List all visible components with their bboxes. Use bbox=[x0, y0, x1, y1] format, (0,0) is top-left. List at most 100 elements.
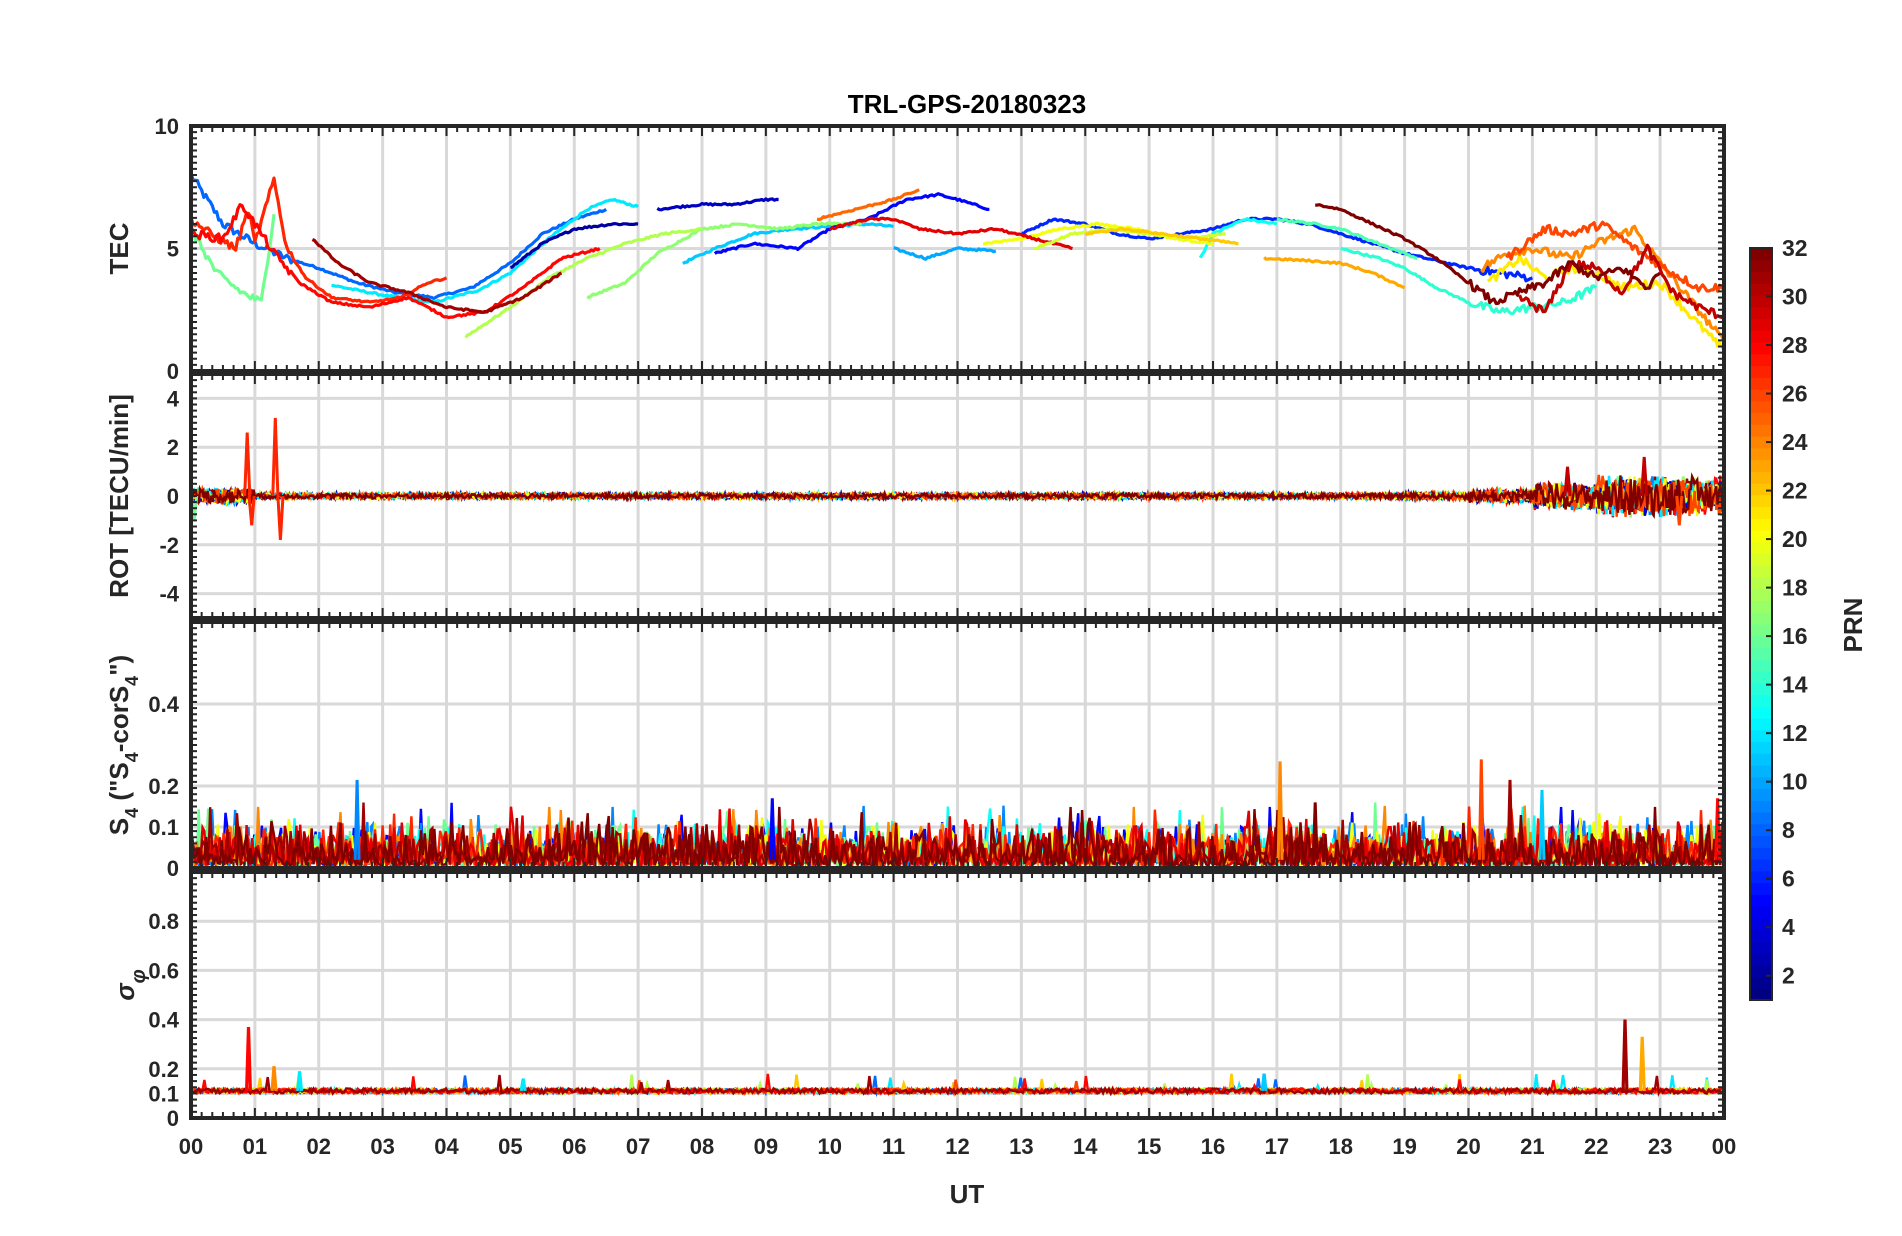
y-tick-label: 0.4 bbox=[148, 1008, 179, 1033]
y-tick-label: 0 bbox=[167, 359, 179, 384]
y-axis-label-part: ") bbox=[104, 655, 134, 676]
y-tick-label: 4 bbox=[167, 386, 180, 411]
colorbar-segment bbox=[1750, 530, 1772, 543]
colorbar-segment bbox=[1750, 823, 1772, 837]
colorbar-segment bbox=[1750, 365, 1772, 378]
s4-spike bbox=[1506, 779, 1514, 860]
panel-ticks bbox=[190, 125, 1725, 372]
colorbar-segment bbox=[1750, 553, 1772, 566]
colorbar-segment bbox=[1750, 565, 1772, 578]
colorbar-segment bbox=[1750, 330, 1772, 343]
s4-spike bbox=[768, 798, 776, 860]
colorbar-segment bbox=[1750, 600, 1772, 613]
colorbar-segment bbox=[1750, 917, 1772, 931]
x-tick-label: 20 bbox=[1456, 1134, 1480, 1159]
tec-series-prn-31 bbox=[311, 238, 563, 314]
x-tick-label: 00 bbox=[179, 1134, 203, 1159]
y-axis-label: σφ bbox=[110, 969, 150, 1000]
y-axis-label: ROT [TECU/min] bbox=[104, 394, 134, 598]
x-tick-label: 16 bbox=[1201, 1134, 1225, 1159]
y-axis-label-part: S bbox=[104, 818, 134, 835]
colorbar-tick-label: 32 bbox=[1782, 235, 1808, 261]
panel-rot: -4 -2 0 2 4 ROT [TECU/min] bbox=[104, 372, 1726, 620]
colorbar-segment bbox=[1750, 812, 1772, 825]
panel-grid bbox=[191, 872, 1724, 1118]
colorbar-segment bbox=[1750, 706, 1772, 719]
tec-series-prn-18 bbox=[464, 227, 703, 339]
colorbar-segment bbox=[1750, 929, 1772, 942]
s4-spike bbox=[1276, 761, 1284, 860]
y-axis-label-part: φ bbox=[128, 969, 150, 983]
colorbar-segment bbox=[1750, 941, 1772, 954]
colorbar-tick-label: 4 bbox=[1782, 914, 1795, 940]
tec-series-prn-29 bbox=[828, 216, 1073, 251]
x-tick-label: 08 bbox=[690, 1134, 714, 1159]
x-tick-label: 07 bbox=[626, 1134, 650, 1159]
colorbar-segment bbox=[1750, 541, 1772, 555]
colorbar-tick-label: 2 bbox=[1782, 963, 1795, 989]
colorbar-segment bbox=[1750, 953, 1772, 966]
y-axis-label: S4 ("S4-corS4") bbox=[104, 655, 142, 835]
colorbar-segment bbox=[1750, 753, 1772, 766]
tec-series-prn-13 bbox=[1198, 217, 1278, 259]
colorbar-segment bbox=[1750, 259, 1772, 273]
sigma-spike bbox=[245, 1026, 252, 1091]
tec-series-prn-25 bbox=[816, 188, 920, 222]
tec-series-prn-16 bbox=[191, 214, 276, 302]
colorbar-segment bbox=[1750, 295, 1772, 308]
y-tick-label: 0.2 bbox=[148, 1057, 179, 1082]
rot-spike bbox=[1640, 456, 1649, 497]
y-tick-label: 0 bbox=[167, 1106, 179, 1131]
colorbar-tick-label: 28 bbox=[1782, 332, 1808, 358]
colorbar-segment bbox=[1750, 694, 1772, 707]
colorbar-segment bbox=[1750, 659, 1772, 672]
colorbar-tick-label: 18 bbox=[1782, 575, 1808, 601]
colorbar-segment bbox=[1750, 718, 1772, 731]
colorbar-segment bbox=[1750, 400, 1772, 414]
colorbar-tick-label: 22 bbox=[1782, 478, 1808, 504]
colorbar-tick-label: 26 bbox=[1782, 381, 1808, 407]
colorbar-segment bbox=[1750, 506, 1772, 519]
rot-spike bbox=[247, 495, 256, 526]
y-tick-label: 0 bbox=[167, 856, 179, 881]
x-tick-label: 18 bbox=[1329, 1134, 1353, 1159]
colorbar-segment bbox=[1750, 436, 1772, 449]
x-tick-label: 13 bbox=[1009, 1134, 1033, 1159]
y-axis-label-part: 4 bbox=[122, 676, 142, 686]
colorbar-segment bbox=[1750, 776, 1772, 790]
x-tick-label: 03 bbox=[370, 1134, 394, 1159]
y-axis-label-part: 4 bbox=[122, 752, 142, 762]
colorbar-segment bbox=[1750, 847, 1772, 860]
colorbar-tick-label: 6 bbox=[1782, 866, 1795, 892]
tec-series-prn-15 bbox=[1276, 217, 1418, 260]
colorbar-segment bbox=[1750, 577, 1772, 590]
colorbar-segment bbox=[1750, 424, 1772, 437]
sigma-spike bbox=[1260, 1073, 1268, 1092]
x-tick-label: 19 bbox=[1392, 1134, 1416, 1159]
x-tick-label: 21 bbox=[1520, 1134, 1544, 1159]
x-tick-label: 02 bbox=[307, 1134, 331, 1159]
x-tick-label: 06 bbox=[562, 1134, 586, 1159]
colorbar-segment bbox=[1750, 459, 1772, 472]
colorbar-segment bbox=[1750, 788, 1772, 801]
y-tick-label: 0.1 bbox=[148, 815, 179, 840]
y-tick-label: 2 bbox=[167, 435, 179, 460]
y-tick-label: 5 bbox=[167, 237, 179, 262]
sigma-spike bbox=[296, 1071, 304, 1092]
sigma-spike bbox=[1638, 1036, 1646, 1091]
colorbar-segment bbox=[1750, 624, 1772, 637]
colorbar-segment bbox=[1750, 377, 1772, 390]
tec-series-prn-10 bbox=[893, 246, 997, 261]
colorbar-segment bbox=[1750, 882, 1772, 895]
colorbar-segment bbox=[1750, 976, 1772, 989]
y-axis-label: TEC bbox=[104, 222, 134, 274]
colorbar-segment bbox=[1750, 729, 1772, 743]
tec-series-prn-28 bbox=[191, 203, 601, 320]
panel-s4: 00.10.20.4S4 ("S4-corS4") bbox=[104, 620, 1726, 881]
y-tick-label: 0.6 bbox=[148, 958, 179, 983]
colorbar-segment bbox=[1750, 671, 1772, 684]
y-axis-label-part: -corS bbox=[104, 686, 134, 752]
tec-series-prn-32 bbox=[1315, 203, 1662, 306]
rot-spike bbox=[1563, 466, 1572, 497]
